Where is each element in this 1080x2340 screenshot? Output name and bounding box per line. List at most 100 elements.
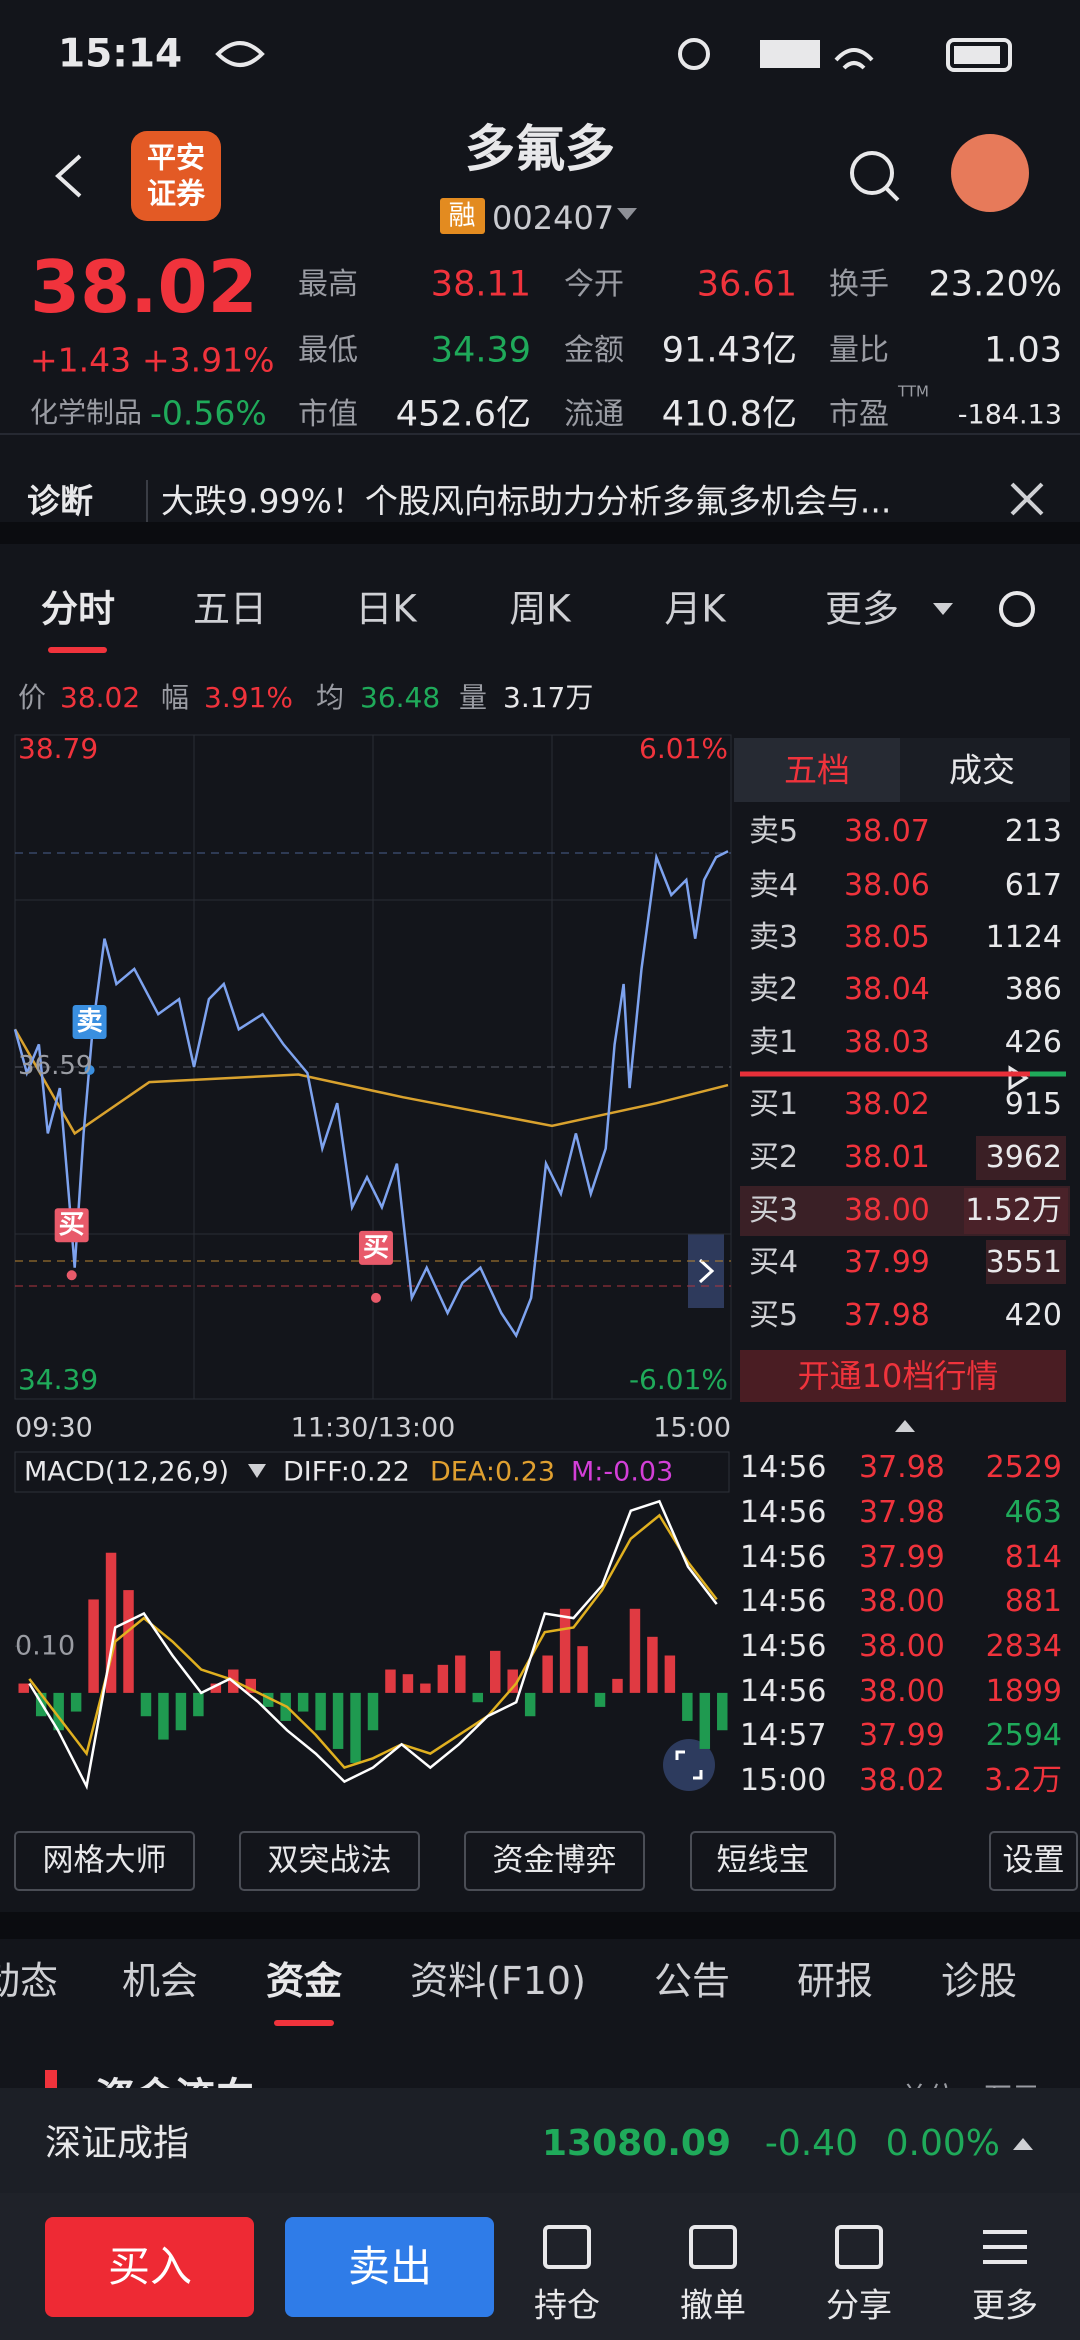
section-tab[interactable]: 公告 (653, 1959, 731, 2003)
stat-value: 38.11 (430, 264, 531, 305)
stat-value: 452.6亿 (395, 394, 531, 435)
macd-bar (245, 1678, 256, 1693)
sell-label[interactable]: 卖出 (347, 2242, 433, 2291)
book-level: 卖5 (749, 814, 799, 849)
stat-label: 金额 (564, 333, 624, 368)
search-button[interactable] (850, 151, 894, 195)
info-value: 3.17万 (503, 681, 594, 714)
tool-button[interactable] (464, 1831, 645, 1891)
close-icon[interactable] (1008, 1065, 1029, 1091)
buy-button[interactable] (45, 2217, 254, 2317)
macd-bar (262, 1692, 274, 1707)
book-price: 38.05 (844, 920, 930, 955)
avatar[interactable] (951, 134, 1029, 212)
book-volume: 617 (1004, 868, 1062, 903)
dropdown[interactable] (617, 208, 637, 220)
sell-button[interactable] (285, 2217, 494, 2317)
tool-label[interactable]: 短线宝 (716, 1842, 810, 1879)
more-icon[interactable] (983, 2230, 1027, 2264)
info-label: 幅 (161, 681, 190, 714)
tool-label[interactable]: 双突战法 (267, 1842, 392, 1879)
tool-label[interactable]: 网格大师 (42, 1842, 167, 1879)
signal-dot (84, 1065, 95, 1076)
settings-button[interactable] (999, 591, 1035, 627)
index-name[interactable]: 深证成指 (45, 2123, 190, 2164)
section-tab[interactable]: 研报 (796, 1959, 874, 2003)
tick-price: 38.00 (859, 1584, 945, 1619)
macd-bar (437, 1664, 449, 1693)
tool-button[interactable] (239, 1831, 420, 1891)
info-label: 量 (459, 681, 488, 714)
book-volume: 386 (1004, 972, 1062, 1007)
tool-button[interactable] (690, 1831, 836, 1891)
expand-index[interactable] (1013, 2138, 1033, 2150)
macd-bar (420, 1683, 431, 1693)
close-button[interactable] (1010, 482, 1044, 516)
chart-tab[interactable]: 日K (355, 587, 417, 631)
share-icon[interactable] (835, 2225, 883, 2269)
diagnosis-text[interactable]: 大跌9.99%！个股风向标助力分析多氟多机会与... (161, 481, 892, 521)
index-bar[interactable] (0, 2088, 1080, 2193)
action-label[interactable]: 分享 (826, 2285, 892, 2325)
dropdown[interactable] (933, 603, 953, 615)
pct-max-label: 6.01% (639, 732, 728, 765)
chart-tab[interactable]: 分时 (41, 587, 115, 631)
diff-line (28, 1499, 718, 1791)
section-tab[interactable]: 资料(F10) (410, 1959, 586, 2003)
divider (0, 522, 1080, 544)
tool-label[interactable]: 设置 (1002, 1842, 1065, 1879)
tick-volume: 1899 (985, 1674, 1062, 1709)
chart-tab[interactable]: 月K (664, 587, 726, 631)
action-label[interactable]: 撤单 (680, 2285, 746, 2325)
tool-button[interactable] (14, 1831, 195, 1891)
back-button[interactable] (55, 154, 82, 198)
battery (946, 38, 1012, 72)
search-handle (884, 186, 900, 202)
index-change-pct: 0.00% (885, 2123, 1000, 2164)
book-price: 38.06 (844, 868, 930, 903)
upgrade-text[interactable]: 开通10档行情 (797, 1357, 999, 1395)
macd-bar (158, 1692, 169, 1740)
macd-bar (385, 1669, 396, 1693)
expand-arrow[interactable] (895, 1420, 915, 1432)
book-price: 38.01 (844, 1140, 930, 1175)
stat-value: 23.20% (928, 264, 1062, 305)
chart-tab[interactable]: 更多 (825, 587, 899, 631)
macd-bar (297, 1692, 309, 1712)
tool-button[interactable] (989, 1831, 1078, 1891)
pe-suffix: TTM (898, 382, 930, 401)
cancel-icon[interactable] (689, 2225, 737, 2269)
price-line (13, 850, 729, 1339)
macd-title[interactable]: MACD(12,26,9) (24, 1456, 230, 1488)
tick-time: 14:56 (740, 1584, 827, 1619)
holdings-icon[interactable] (543, 2225, 591, 2269)
book-price: 38.07 (844, 814, 930, 849)
book-price: 38.02 (844, 1087, 930, 1122)
section-tab[interactable]: 动态 (0, 1959, 59, 2003)
macd-bar (455, 1655, 466, 1693)
section-tab[interactable]: 诊股 (940, 1959, 1018, 2003)
section-tab[interactable]: 资金 (265, 1959, 343, 2003)
tool-label[interactable]: 资金博弈 (492, 1842, 617, 1879)
stat-value: 91.43亿 (661, 330, 797, 371)
book-tab[interactable]: 成交 (949, 750, 1015, 790)
section-tab[interactable]: 机会 (121, 1959, 199, 2003)
buy-label[interactable]: 买入 (107, 2242, 193, 2291)
action-label[interactable]: 更多 (972, 2285, 1038, 2325)
margin-tag: 融 (448, 200, 476, 232)
action-label[interactable]: 持仓 (534, 2285, 600, 2325)
book-tab[interactable]: 五档 (784, 750, 850, 790)
signal-label: 买 (362, 1232, 389, 1263)
book-volume: 1.52万 (965, 1193, 1062, 1228)
chart-tab[interactable]: 周K (509, 587, 571, 631)
tick-time: 14:56 (740, 1674, 827, 1709)
tick-price: 38.00 (859, 1674, 945, 1709)
prev-close-label: 36.59 (18, 1051, 93, 1081)
chart-tab[interactable]: 五日 (193, 587, 267, 631)
upgrade-button[interactable] (740, 1350, 1066, 1402)
book-level: 买5 (749, 1298, 799, 1333)
expand-book[interactable] (688, 1234, 724, 1308)
dropdown[interactable] (248, 1464, 266, 1478)
average-line (13, 1028, 729, 1136)
